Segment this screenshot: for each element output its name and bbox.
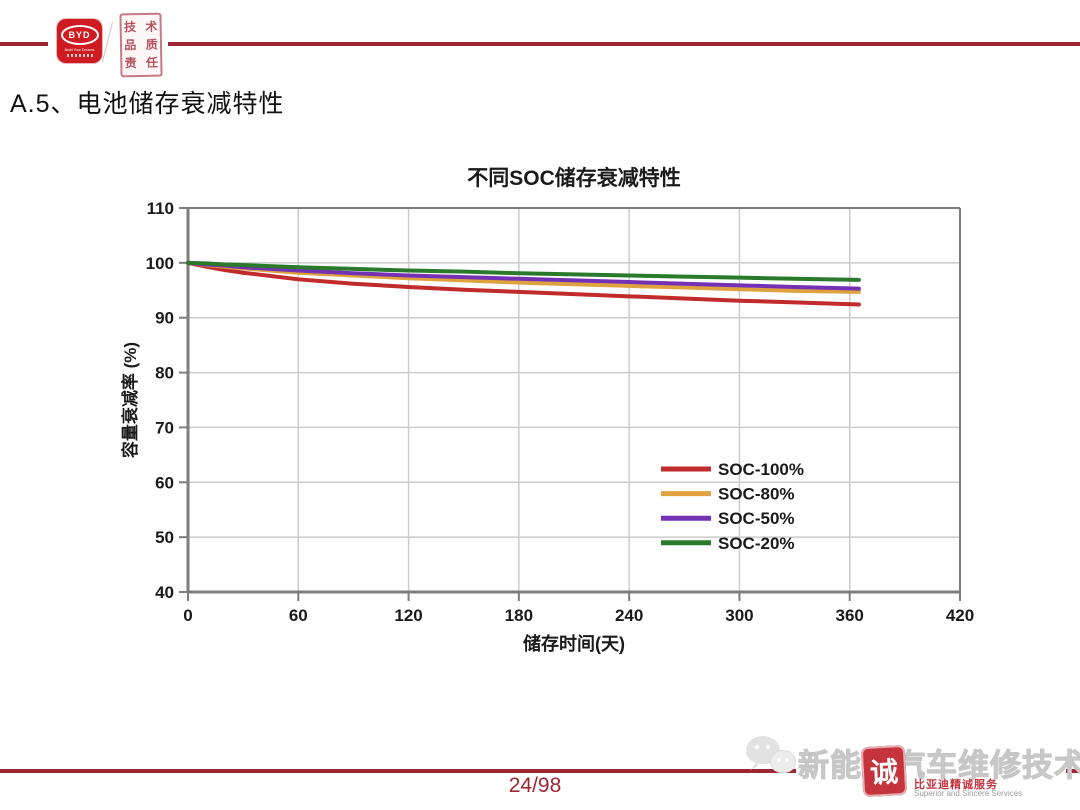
brand-service-subtext: Superior and Sincere Services [914,789,1023,798]
page-number: 24/98 [508,774,562,797]
series-line-soc-20% [186,260,861,282]
legend-label-soc-80%: SOC-80% [718,485,795,504]
legend-label-soc-100%: SOC-100% [718,460,804,479]
wechat-bubble-large [746,736,780,764]
y-tick-label: 60 [155,473,174,492]
chart-title: 不同SOC储存衰减特性 [467,166,681,190]
x-tick-label: 180 [505,606,533,625]
x-tick-label: 60 [289,606,308,625]
header-logo-block: BYD Build Your Dreams 技 术 品 质 责 任 [48,8,168,78]
watermark-block: 新能源汽车维修技术 诚 比亚迪精诚服务 Superior and Sincere… [744,732,1080,804]
y-tick-label: 80 [155,364,174,383]
y-tick-label: 110 [147,199,174,218]
x-tick-label: 300 [725,606,753,625]
y-tick-label: 70 [155,418,174,437]
y-axis-title: 容量衰减率 (%) [120,342,140,458]
watermark-text: 新能源汽车维修技术 [798,748,1080,784]
x-tick-label: 240 [615,606,643,625]
footer-rule-line [0,769,1080,773]
header-rule-line [0,42,1080,46]
x-axis-title: 储存时间(天) [522,633,625,654]
brand-service-text: 比亚迪精诚服务 [914,779,998,791]
wechat-icon [746,736,796,782]
byd-logo-text: BYD [60,25,99,45]
x-tick-label: 0 [183,606,192,625]
x-tick-label: 360 [836,606,864,625]
byd-logo-dots [66,54,93,57]
series-line-soc-100% [186,260,861,307]
y-tick-label: 40 [155,583,174,602]
page-title: A.5、电池储存衰减特性 [10,90,285,118]
wechat-bubble-small [770,750,796,773]
watermark-background [796,738,1066,800]
y-tick-label: 90 [155,309,174,328]
legend-label-soc-20%: SOC-20% [718,534,795,553]
x-tick-label: 420 [946,606,974,625]
y-tick-label: 100 [146,254,174,273]
sincerity-seal: 诚 [860,744,908,798]
byd-logo-tagline: Build Your Dreams [64,47,95,52]
byd-logo: BYD Build Your Dreams [57,19,102,63]
x-tick-label: 120 [394,606,422,625]
y-tick-label: 50 [155,528,174,547]
legend-label-soc-50%: SOC-50% [718,509,795,528]
